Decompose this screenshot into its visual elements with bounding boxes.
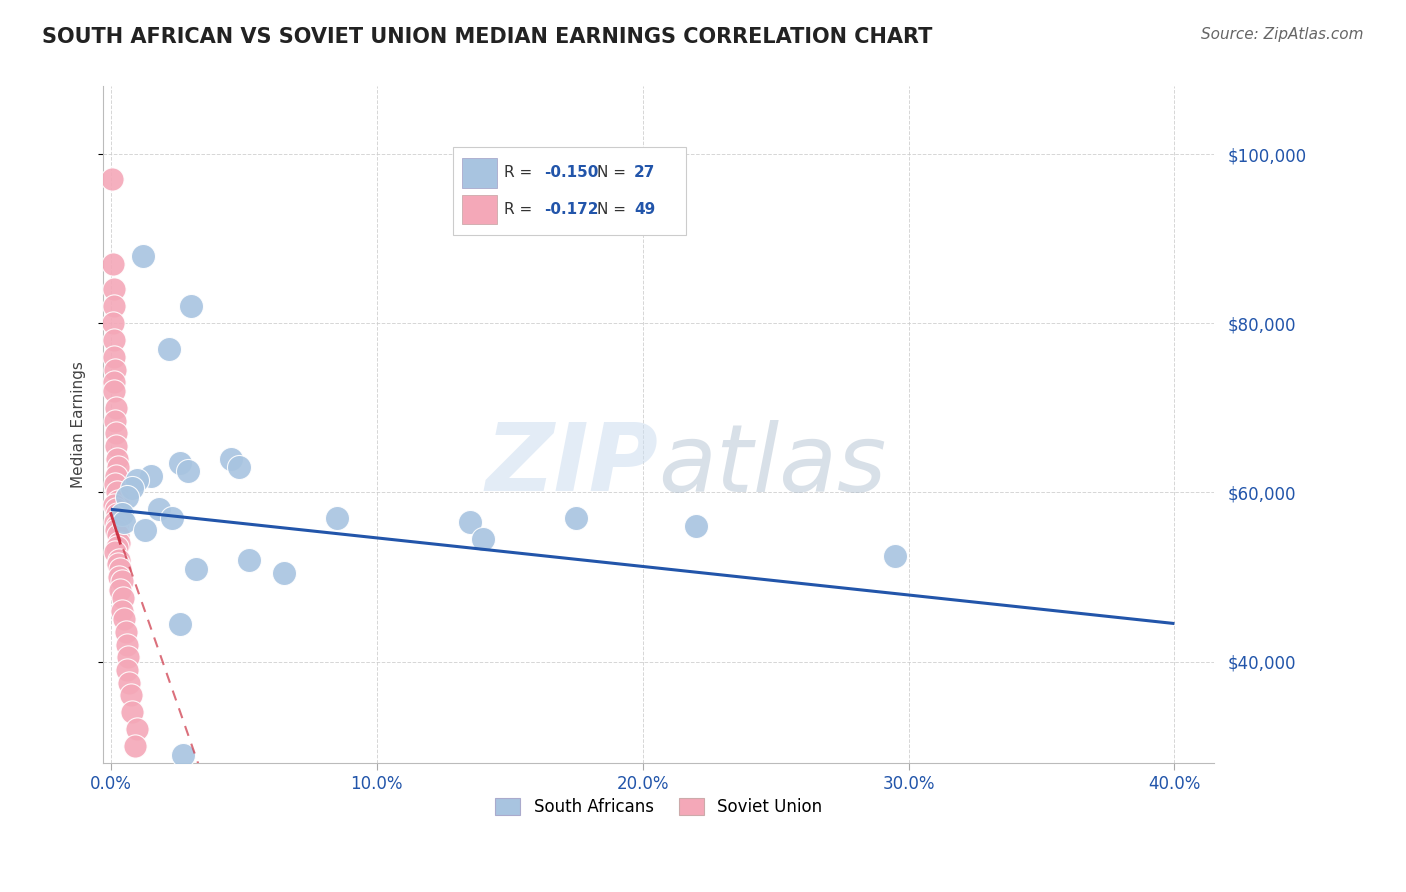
- Point: [103, 282, 125, 296]
- Point: [104, 363, 127, 377]
- Point: [121, 706, 143, 720]
- Point: [184, 561, 207, 575]
- Point: [169, 616, 191, 631]
- Point: [458, 515, 481, 529]
- Point: [108, 553, 131, 567]
- Point: [103, 384, 125, 398]
- Text: 27: 27: [634, 166, 655, 180]
- Point: [107, 460, 129, 475]
- Text: 49: 49: [634, 202, 655, 217]
- Point: [104, 439, 127, 453]
- Point: [117, 650, 139, 665]
- Point: [121, 481, 143, 495]
- Point: [104, 401, 127, 415]
- Point: [148, 502, 170, 516]
- Point: [115, 490, 138, 504]
- Point: [132, 248, 155, 262]
- Point: [118, 675, 141, 690]
- Point: [108, 510, 131, 524]
- Point: [157, 342, 180, 356]
- Point: [104, 477, 127, 491]
- Point: [120, 689, 142, 703]
- Point: [103, 299, 125, 313]
- Text: SOUTH AFRICAN VS SOVIET UNION MEDIAN EARNINGS CORRELATION CHART: SOUTH AFRICAN VS SOVIET UNION MEDIAN EAR…: [42, 27, 932, 46]
- Point: [169, 456, 191, 470]
- FancyBboxPatch shape: [463, 194, 498, 225]
- Point: [105, 541, 128, 555]
- Point: [105, 426, 128, 441]
- Point: [103, 498, 125, 512]
- Point: [107, 494, 129, 508]
- Point: [108, 536, 131, 550]
- Point: [101, 172, 124, 186]
- Point: [112, 612, 135, 626]
- Point: [108, 561, 131, 575]
- Point: [105, 519, 128, 533]
- Point: [228, 460, 250, 475]
- Text: R =: R =: [505, 166, 537, 180]
- Point: [685, 519, 707, 533]
- Text: R =: R =: [505, 202, 537, 217]
- Point: [104, 413, 127, 427]
- Point: [127, 473, 149, 487]
- Point: [110, 604, 132, 618]
- Point: [884, 549, 907, 563]
- Point: [134, 524, 156, 538]
- Point: [273, 566, 295, 580]
- Text: -0.150: -0.150: [544, 166, 599, 180]
- Point: [160, 510, 183, 524]
- Point: [104, 524, 127, 538]
- Point: [105, 507, 128, 521]
- Point: [112, 515, 135, 529]
- Text: -0.172: -0.172: [544, 202, 599, 217]
- Point: [111, 591, 134, 606]
- Point: [107, 527, 129, 541]
- Point: [326, 510, 349, 524]
- Point: [108, 570, 131, 584]
- Point: [103, 350, 125, 364]
- Point: [127, 723, 149, 737]
- Point: [115, 638, 138, 652]
- Point: [238, 553, 260, 567]
- FancyBboxPatch shape: [463, 158, 498, 188]
- Point: [110, 507, 132, 521]
- Point: [101, 257, 124, 271]
- Y-axis label: Median Earnings: Median Earnings: [72, 361, 86, 488]
- Point: [105, 502, 128, 516]
- Point: [139, 468, 162, 483]
- Point: [103, 333, 125, 347]
- Point: [105, 485, 128, 500]
- Point: [472, 532, 495, 546]
- Text: Source: ZipAtlas.com: Source: ZipAtlas.com: [1201, 27, 1364, 42]
- Point: [180, 299, 202, 313]
- Point: [565, 510, 588, 524]
- Point: [172, 747, 194, 762]
- Point: [101, 316, 124, 330]
- FancyBboxPatch shape: [453, 147, 686, 235]
- Point: [103, 376, 125, 390]
- Point: [104, 515, 127, 529]
- Text: ZIP: ZIP: [485, 419, 658, 511]
- Point: [110, 574, 132, 589]
- Point: [105, 468, 128, 483]
- Point: [114, 625, 136, 640]
- Point: [104, 544, 127, 558]
- Text: N =: N =: [598, 202, 631, 217]
- Point: [177, 464, 200, 478]
- Text: N =: N =: [598, 166, 631, 180]
- Point: [107, 558, 129, 572]
- Legend: South Africans, Soviet Union: South Africans, Soviet Union: [488, 791, 828, 822]
- Point: [115, 663, 138, 677]
- Point: [108, 582, 131, 597]
- Point: [219, 451, 242, 466]
- Text: atlas: atlas: [658, 420, 887, 511]
- Point: [124, 739, 146, 754]
- Point: [105, 451, 128, 466]
